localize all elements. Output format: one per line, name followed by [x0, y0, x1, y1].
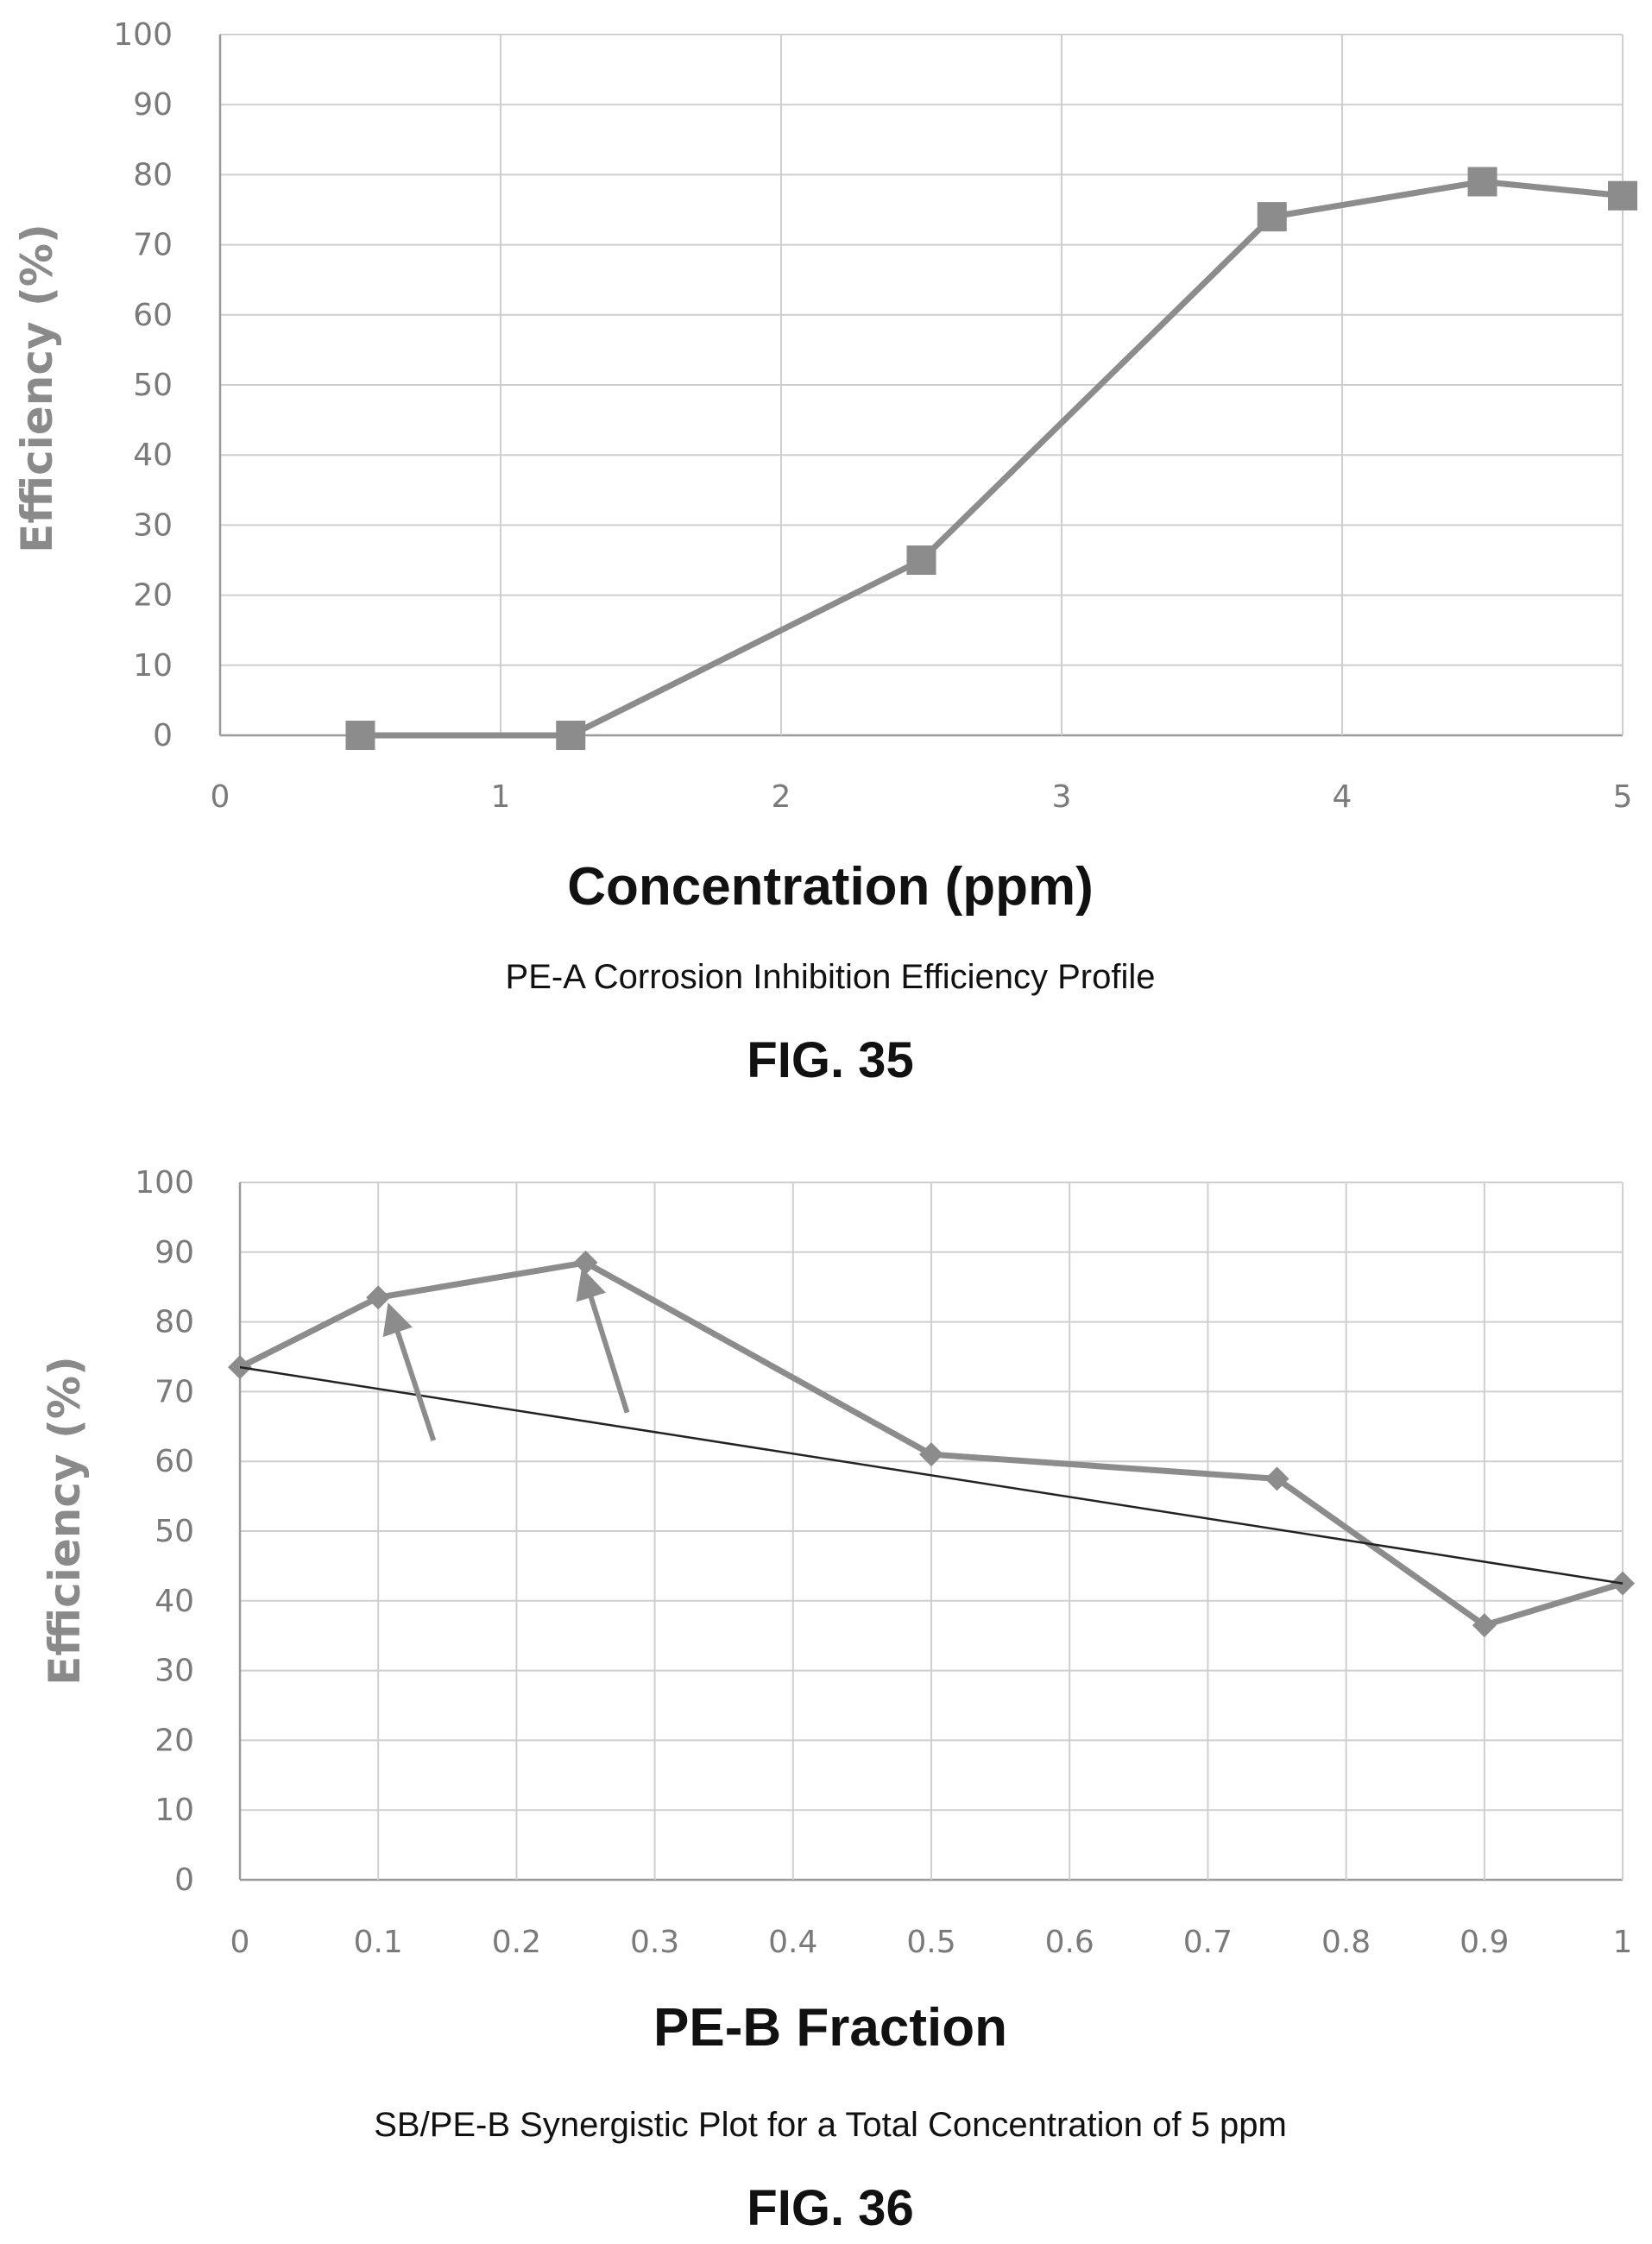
x-tick-label: 0.8 — [1321, 1925, 1371, 1960]
x-tick-label: 4 — [1333, 779, 1352, 815]
x-tick-label: 0.3 — [630, 1925, 679, 1960]
x-tick-label: 0.9 — [1460, 1925, 1509, 1960]
x-tick-label: 3 — [1052, 779, 1072, 815]
x-tick-label: 0.7 — [1183, 1925, 1233, 1960]
data-point-diamond — [573, 1250, 598, 1275]
data-point-square — [345, 721, 375, 750]
x-tick-label: 0.6 — [1045, 1925, 1094, 1960]
x-tick-label: 5 — [1613, 779, 1633, 815]
y-tick-label: 0 — [153, 718, 173, 753]
y-tick-label: 50 — [133, 368, 173, 403]
x-tick-label: 0.4 — [768, 1925, 817, 1960]
y-tick-label: 100 — [113, 17, 173, 53]
y-tick-label: 0 — [174, 1863, 194, 1898]
y-tick-label: 10 — [133, 648, 173, 684]
data-point-square — [906, 545, 936, 575]
chart-fig-35: 0 10 20 30 40 50 60 70 80 90 100 0 1 2 3 4 5 — [113, 17, 1637, 815]
y-tick-label: 40 — [133, 438, 173, 473]
y-tick-label: 90 — [154, 1235, 194, 1270]
x-tick-label: 2 — [772, 779, 791, 815]
annotation-arrow — [576, 1267, 630, 1414]
y-tick-label: 60 — [154, 1444, 194, 1479]
y-tick-label: 20 — [154, 1723, 194, 1758]
y-tick-label: 80 — [154, 1305, 194, 1340]
data-point-diamond — [919, 1442, 943, 1467]
chart-fig-36: 0 10 20 30 40 50 60 70 80 90 100 0 0.1 0.2 0.3 0.4 0.5 0.… — [135, 1165, 1635, 1960]
caption-fig-35: PE-A Corrosion Inhibition Efficiency Pro… — [506, 958, 1156, 996]
data-point-diamond — [366, 1285, 391, 1310]
y-tick-label: 80 — [133, 157, 173, 192]
y-tick-label: 60 — [133, 298, 173, 333]
x-tick-label: 0.2 — [492, 1925, 541, 1960]
x-tick-label: 0.5 — [906, 1925, 955, 1960]
caption-fig-36: SB/PE-B Synergistic Plot for a Total Con… — [374, 2106, 1287, 2144]
x-tick-label: 1 — [491, 779, 511, 815]
y-tick-label: 30 — [154, 1654, 194, 1689]
x-axis-title-fig-35: Concentration (ppm) — [567, 857, 1094, 917]
data-series-line — [360, 179, 1624, 739]
x-tick-label: 0 — [211, 779, 230, 815]
annotation-arrow — [382, 1302, 437, 1441]
x-tick-label: 0 — [230, 1925, 250, 1960]
y-tick-label: 50 — [154, 1514, 194, 1549]
y-tick-label: 20 — [133, 578, 173, 614]
y-axis-title-fig-35: Efficiency (%) — [12, 224, 62, 553]
data-point-square — [1257, 202, 1287, 232]
data-point-diamond — [1472, 1613, 1497, 1638]
y-axis-title-fig-36: Efficiency (%) — [40, 1356, 90, 1686]
fig-label-36: FIG. 36 — [747, 2180, 913, 2236]
data-point-square — [1467, 167, 1498, 197]
y-tick-label: 10 — [154, 1793, 194, 1828]
fig-label-35: FIG. 35 — [747, 1032, 913, 1088]
data-point-square — [556, 721, 586, 750]
data-point-diamond — [1264, 1466, 1289, 1491]
y-tick-label: 70 — [133, 228, 173, 263]
y-tick-label: 40 — [154, 1584, 194, 1619]
x-axis-title-fig-36: PE-B Fraction — [653, 1998, 1007, 2058]
reference-line — [239, 1365, 1624, 1585]
y-tick-label: 30 — [133, 507, 173, 543]
x-tick-label: 0.1 — [354, 1925, 403, 1960]
y-tick-label: 90 — [133, 87, 173, 123]
x-tick-label: 1 — [1613, 1925, 1633, 1960]
y-tick-label: 70 — [154, 1374, 194, 1409]
data-point-square — [1608, 180, 1637, 211]
y-tick-label: 100 — [135, 1165, 194, 1201]
